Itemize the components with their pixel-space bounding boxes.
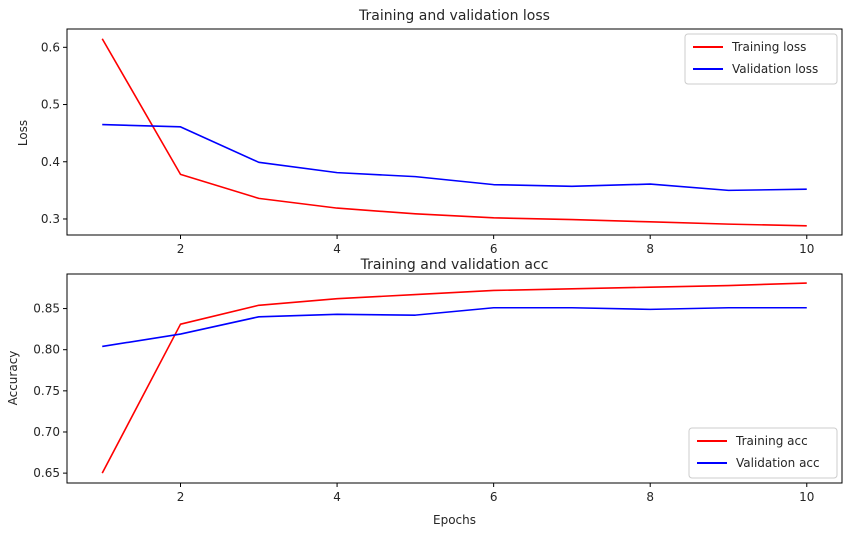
loss-plot-frame [66,28,843,236]
accuracy-legend-label-training: Training acc [735,434,808,448]
accuracy-plot-frame [66,273,843,484]
accuracy-x-tick-label: 8 [646,490,654,504]
loss-x-tick-label: 2 [177,242,185,256]
accuracy-legend: Training acc Validation acc [688,427,838,479]
accuracy-y-axis-label: Accuracy [6,351,20,406]
loss-series-line-validation [102,123,807,192]
accuracy-chart: Training and validation acc Accuracy Epo… [6,257,843,527]
loss-x-axis: 2 4 6 8 10 [177,235,814,256]
loss-legend-label-training: Training loss [731,40,806,54]
accuracy-x-tick-label: 2 [177,490,185,504]
accuracy-x-tick-label: 6 [490,490,498,504]
loss-series-line-training [101,38,807,227]
accuracy-y-tick-label: 0.80 [33,343,60,357]
accuracy-y-tick-label: 0.85 [33,302,60,316]
loss-x-tick-label: 6 [490,242,498,256]
loss-x-tick-label: 10 [799,242,814,256]
loss-y-axis-label: Loss [16,120,30,146]
loss-legend-label-validation: Validation loss [732,62,818,76]
loss-y-tick-label: 0.5 [41,98,60,112]
loss-chart: Training and validation loss Loss 2 4 6 8 10… [16,8,843,256]
accuracy-series-lines [101,282,807,474]
accuracy-y-tick-label: 0.65 [33,466,60,480]
loss-legend: Training loss Validation loss [684,33,838,85]
accuracy-x-tick-label: 10 [799,490,814,504]
accuracy-series-line-training [101,282,807,474]
accuracy-chart-title: Training and validation acc [360,257,549,273]
loss-y-tick-label: 0.6 [41,40,60,54]
accuracy-x-axis: 2 4 6 8 10 [177,483,814,504]
loss-series-lines [101,38,807,227]
loss-y-tick-label: 0.4 [41,155,60,169]
accuracy-y-axis: 0.65 0.70 0.75 0.80 0.85 [33,302,67,480]
accuracy-x-axis-label: Epochs [433,513,476,527]
loss-x-tick-label: 8 [646,242,654,256]
loss-x-tick-label: 4 [333,242,341,256]
loss-chart-title: Training and validation loss [358,8,550,24]
accuracy-series-line-validation [102,306,807,348]
accuracy-y-tick-label: 0.75 [33,384,60,398]
accuracy-x-tick-label: 4 [333,490,341,504]
loss-y-tick-label: 0.3 [41,212,60,226]
accuracy-y-tick-label: 0.70 [33,425,60,439]
accuracy-legend-label-validation: Validation acc [736,456,820,470]
loss-y-axis: 0.3 0.4 0.5 0.6 [41,40,67,226]
